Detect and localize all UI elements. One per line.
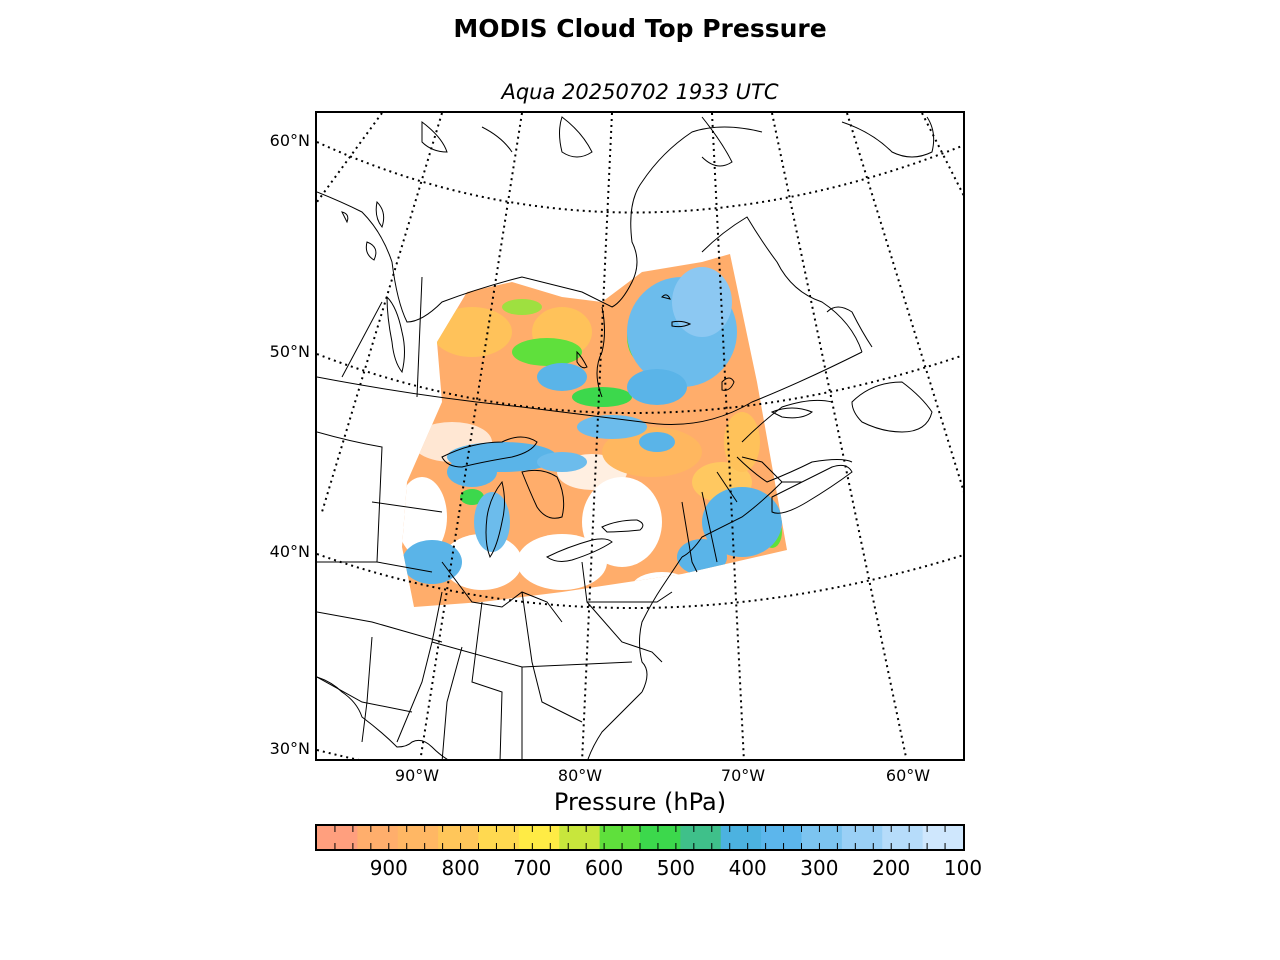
- colorbar-segment: [720, 826, 762, 849]
- colorbar-label: Pressure (hPa): [553, 788, 727, 816]
- colorbar-segment: [922, 826, 963, 849]
- colorbar-tick-label: 700: [513, 856, 552, 880]
- lon-label-80w: 80°W: [557, 766, 603, 785]
- lon-label-60w: 60°W: [885, 766, 931, 785]
- colorbar-segment: [559, 826, 601, 849]
- colorbar-segment: [599, 826, 641, 849]
- colorbar-tick-label: 300: [800, 856, 839, 880]
- lat-label-40: 40°N: [269, 542, 310, 561]
- lon-label-90w: 90°W: [394, 766, 440, 785]
- colorbar-segment: [438, 826, 480, 849]
- colorbar-segment: [841, 826, 883, 849]
- colorbar-segment: [761, 826, 803, 849]
- cloud-swath: [402, 254, 787, 607]
- lat-label-30: 30°N: [269, 739, 310, 758]
- colorbar-segment: [357, 826, 399, 849]
- lon-label-70w: 70°W: [720, 766, 766, 785]
- colorbar-gradient: [317, 826, 963, 849]
- colorbar-tick-label: 100: [943, 856, 983, 880]
- lat-label-50: 50°N: [269, 342, 310, 361]
- map-panel: [315, 111, 965, 761]
- colorbar-segment: [397, 826, 439, 849]
- colorbar-tick-label: 600: [585, 856, 624, 880]
- colorbar-tick-label: 400: [728, 856, 767, 880]
- graticule: [317, 113, 963, 759]
- coastlines: [317, 116, 935, 759]
- colorbar-tick-label: 200: [872, 856, 911, 880]
- political-borders: [317, 276, 863, 759]
- colorbar-tick-label: 900: [369, 856, 408, 880]
- colorbar-segment: [882, 826, 924, 849]
- colorbar-segment: [478, 826, 520, 849]
- map-subtitle: Aqua 20250702 1933 UTC: [501, 80, 779, 104]
- colorbar-tick-label: 800: [441, 856, 480, 880]
- colorbar-tick-label: 500: [656, 856, 695, 880]
- colorbar-segment: [317, 826, 358, 849]
- colorbar-segment: [640, 826, 681, 849]
- map-canvas: [317, 113, 963, 759]
- colorbar-segment: [518, 826, 560, 849]
- lat-label-60: 60°N: [269, 131, 310, 150]
- page-title: MODIS Cloud Top Pressure: [453, 14, 827, 43]
- colorbar-segment: [680, 826, 722, 849]
- colorbar: [315, 824, 965, 851]
- colorbar-segment: [801, 826, 843, 849]
